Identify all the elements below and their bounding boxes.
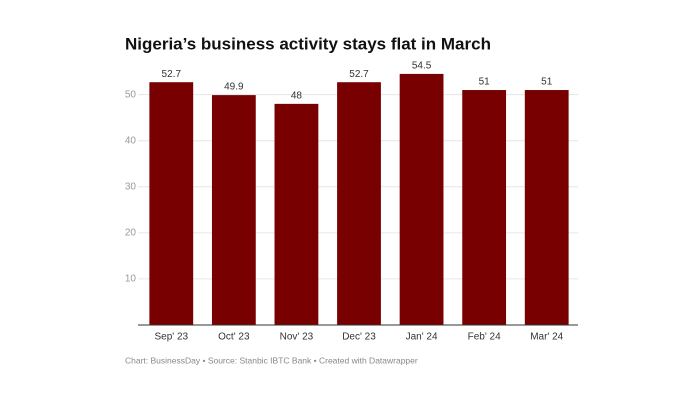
x-tick-label: Sep' 23 xyxy=(154,332,188,343)
bar xyxy=(337,82,381,325)
bar xyxy=(399,73,444,326)
value-label: 48 xyxy=(291,90,303,101)
value-label: 52.7 xyxy=(349,69,369,80)
bar xyxy=(462,90,507,326)
x-tick-label: Jan' 24 xyxy=(406,332,438,343)
y-tick-label: 30 xyxy=(125,181,137,192)
value-label: 52.7 xyxy=(162,69,182,80)
y-tick-label: 20 xyxy=(125,227,137,238)
y-tick-label: 10 xyxy=(125,274,137,285)
value-label: 51 xyxy=(541,77,553,88)
x-tick-label: Dec' 23 xyxy=(342,332,376,343)
value-label: 49.9 xyxy=(224,82,244,93)
x-tick-label: Nov' 23 xyxy=(280,332,314,343)
value-label: 54.5 xyxy=(412,61,432,72)
bar xyxy=(149,82,194,325)
chart-title: Nigeria’s business activity stays flat i… xyxy=(125,34,491,53)
x-tick-label: Feb' 24 xyxy=(468,332,501,343)
bar xyxy=(274,103,319,325)
y-tick-label: 50 xyxy=(125,89,137,100)
bar xyxy=(524,90,569,326)
x-tick-label: Mar' 24 xyxy=(530,332,563,343)
y-tick-label: 40 xyxy=(125,135,137,146)
value-label: 51 xyxy=(479,77,491,88)
x-tick-label: Oct' 23 xyxy=(218,332,250,343)
footer: Chart: BusinessDay • Source: Stanbic IBT… xyxy=(125,355,418,365)
bar xyxy=(211,95,256,325)
